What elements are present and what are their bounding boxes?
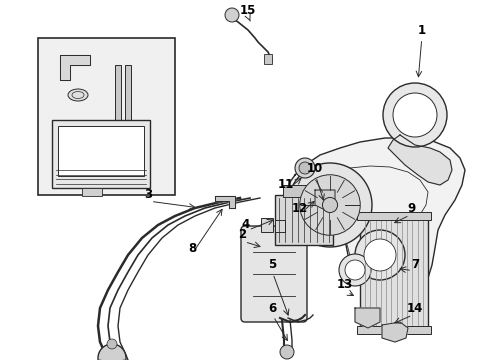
Text: 11: 11 — [277, 179, 293, 192]
Polygon shape — [287, 138, 464, 298]
Text: 15: 15 — [239, 4, 256, 17]
Circle shape — [354, 230, 404, 280]
Text: 3: 3 — [143, 189, 152, 202]
Bar — [356, 326, 430, 334]
Text: 7: 7 — [410, 258, 418, 271]
Bar — [125, 65, 131, 155]
Polygon shape — [314, 190, 334, 210]
Polygon shape — [60, 55, 90, 80]
Circle shape — [280, 345, 293, 359]
FancyBboxPatch shape — [241, 226, 306, 322]
Text: 12: 12 — [291, 202, 307, 215]
Polygon shape — [381, 322, 407, 342]
Bar — [38, 38, 175, 195]
Text: 6: 6 — [267, 302, 276, 315]
Text: 1: 1 — [417, 23, 425, 36]
Circle shape — [299, 175, 360, 235]
Bar — [261, 218, 272, 232]
Circle shape — [345, 260, 364, 280]
Text: 5: 5 — [267, 258, 276, 271]
Circle shape — [338, 254, 370, 286]
Bar — [264, 54, 271, 64]
Circle shape — [294, 158, 314, 178]
Polygon shape — [354, 308, 379, 328]
Circle shape — [392, 93, 436, 137]
Polygon shape — [387, 135, 451, 185]
Polygon shape — [82, 188, 102, 196]
Polygon shape — [215, 196, 235, 208]
Bar — [52, 120, 150, 188]
Text: 13: 13 — [336, 279, 352, 292]
Bar — [274, 195, 332, 245]
Bar — [115, 65, 121, 155]
Bar — [283, 185, 325, 197]
Text: 4: 4 — [242, 219, 250, 231]
Circle shape — [287, 163, 371, 247]
Circle shape — [107, 339, 117, 349]
Circle shape — [382, 83, 446, 147]
Text: 8: 8 — [187, 242, 196, 255]
Circle shape — [322, 197, 337, 212]
Text: 14: 14 — [406, 302, 422, 315]
Circle shape — [298, 162, 310, 174]
Text: 9: 9 — [407, 202, 415, 215]
Bar — [274, 220, 285, 232]
Bar — [356, 212, 430, 220]
Ellipse shape — [68, 89, 88, 101]
Bar — [58, 126, 143, 176]
Circle shape — [363, 239, 395, 271]
Text: 10: 10 — [306, 162, 323, 175]
Circle shape — [98, 344, 126, 360]
Circle shape — [224, 8, 239, 22]
Text: 2: 2 — [238, 229, 245, 242]
Bar — [359, 218, 427, 328]
